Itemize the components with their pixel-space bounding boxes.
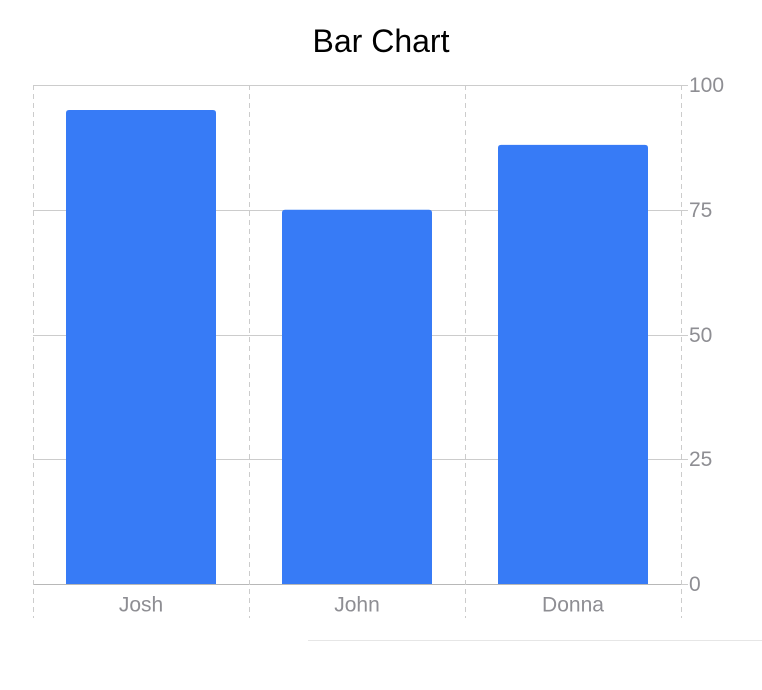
bottom-divider xyxy=(308,640,762,641)
y-tick-label: 0 xyxy=(689,573,701,596)
y-tick-label: 50 xyxy=(689,324,712,347)
y-tick-label: 75 xyxy=(689,199,712,222)
chart-title: Bar Chart xyxy=(312,23,450,59)
x-tick-label: John xyxy=(334,594,380,617)
y-tick-label: 100 xyxy=(689,74,724,97)
bar-donna xyxy=(498,144,648,584)
y-tick-label: 25 xyxy=(689,448,712,471)
bar-josh xyxy=(66,109,216,584)
x-tick-label: Donna xyxy=(542,594,604,617)
x-tick-label: Josh xyxy=(119,594,163,617)
bar-john xyxy=(282,209,432,584)
